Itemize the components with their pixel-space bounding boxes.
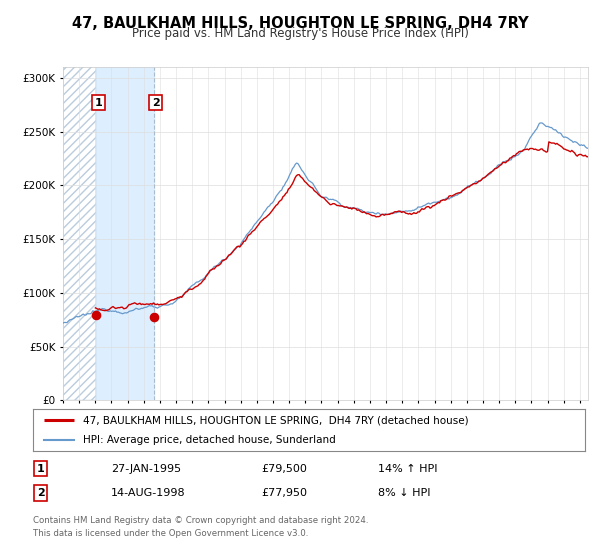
Text: HPI: Average price, detached house, Sunderland: HPI: Average price, detached house, Sund…: [83, 435, 335, 445]
Text: Price paid vs. HM Land Registry's House Price Index (HPI): Price paid vs. HM Land Registry's House …: [131, 27, 469, 40]
Bar: [97, 67, 154, 400]
Text: 2: 2: [152, 97, 160, 108]
Bar: [63, 67, 97, 400]
Text: 47, BAULKHAM HILLS, HOUGHTON LE SPRING,  DH4 7RY (detached house): 47, BAULKHAM HILLS, HOUGHTON LE SPRING, …: [83, 415, 469, 425]
Text: 14-AUG-1998: 14-AUG-1998: [111, 488, 185, 498]
Point: [92, 310, 101, 319]
Text: £77,950: £77,950: [261, 488, 307, 498]
Bar: [63, 67, 97, 400]
Text: 47, BAULKHAM HILLS, HOUGHTON LE SPRING, DH4 7RY: 47, BAULKHAM HILLS, HOUGHTON LE SPRING, …: [71, 16, 529, 31]
Text: This data is licensed under the Open Government Licence v3.0.: This data is licensed under the Open Gov…: [33, 529, 308, 538]
Text: 8% ↓ HPI: 8% ↓ HPI: [378, 488, 431, 498]
Text: £79,500: £79,500: [261, 464, 307, 474]
Text: 14% ↑ HPI: 14% ↑ HPI: [378, 464, 437, 474]
Text: 27-JAN-1995: 27-JAN-1995: [111, 464, 181, 474]
Text: 2: 2: [37, 488, 44, 498]
Text: 1: 1: [95, 97, 102, 108]
Point: [149, 312, 158, 321]
Text: Contains HM Land Registry data © Crown copyright and database right 2024.: Contains HM Land Registry data © Crown c…: [33, 516, 368, 525]
Text: 1: 1: [37, 464, 44, 474]
